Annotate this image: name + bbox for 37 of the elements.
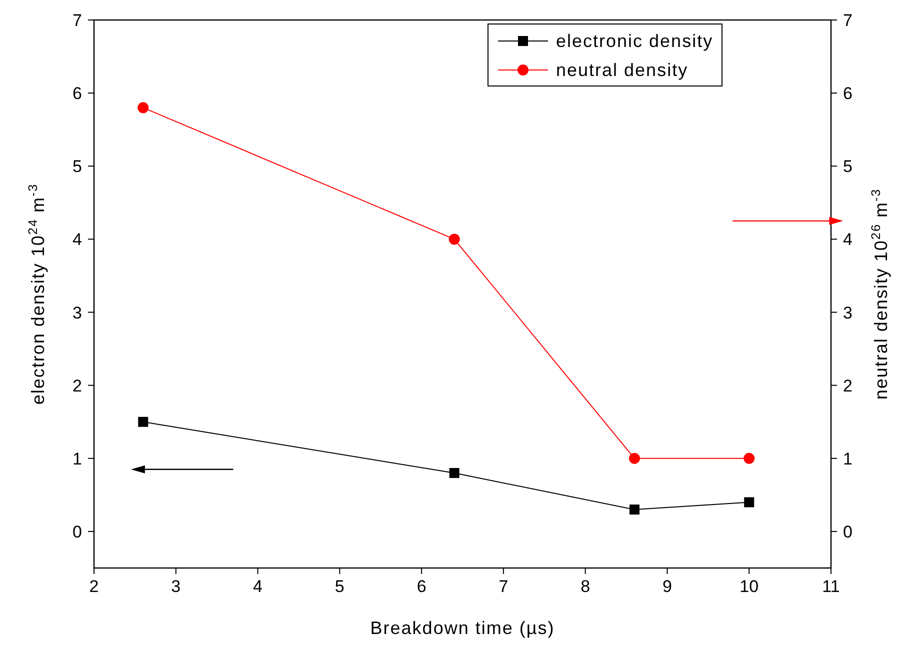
point	[744, 497, 754, 508]
x-tick-label: 7	[498, 577, 508, 596]
x-tick-label: 5	[334, 577, 344, 596]
legend-label: electronic density	[556, 31, 714, 51]
y2-tick-label: 7	[843, 11, 852, 30]
point	[138, 102, 149, 114]
point	[744, 452, 755, 464]
x-tick-label: 11	[822, 577, 840, 596]
x-tick-label: 10	[740, 577, 759, 596]
y-tick-label: 3	[72, 303, 82, 322]
y2-tick-label: 4	[843, 230, 852, 250]
x-tick-label: 9	[662, 577, 672, 596]
y2-tick-label: 3	[843, 303, 852, 322]
y2-tick-label: 2	[843, 376, 852, 396]
y-tick-label: 5	[72, 157, 82, 176]
legend-label: neutral density	[556, 60, 688, 80]
point	[138, 416, 148, 427]
x-tick-label: 4	[253, 577, 263, 596]
point	[629, 504, 640, 515]
y2-tick-label: 1	[843, 449, 852, 468]
y-tick-label: 1	[72, 449, 82, 468]
y2-tick-label: 6	[843, 84, 852, 104]
y-tick-label: 0	[72, 522, 82, 542]
x-tick-label: 8	[580, 577, 590, 596]
y2-tick-label: 0	[843, 522, 852, 542]
point	[628, 452, 640, 464]
y-tick-label: 2	[72, 376, 82, 396]
y-tick-label: 7	[72, 11, 82, 30]
y-tick-label: 4	[72, 230, 82, 250]
x-tick-label: 6	[416, 577, 426, 596]
point	[448, 234, 460, 245]
x-tick-label: 2	[89, 577, 99, 596]
point	[449, 468, 460, 478]
y-tick-label: 6	[72, 84, 82, 104]
x-tick-label: 3	[171, 577, 181, 596]
y2-tick-label: 5	[843, 157, 852, 176]
x-axis-title: Breakdown time (µs)	[370, 618, 555, 638]
